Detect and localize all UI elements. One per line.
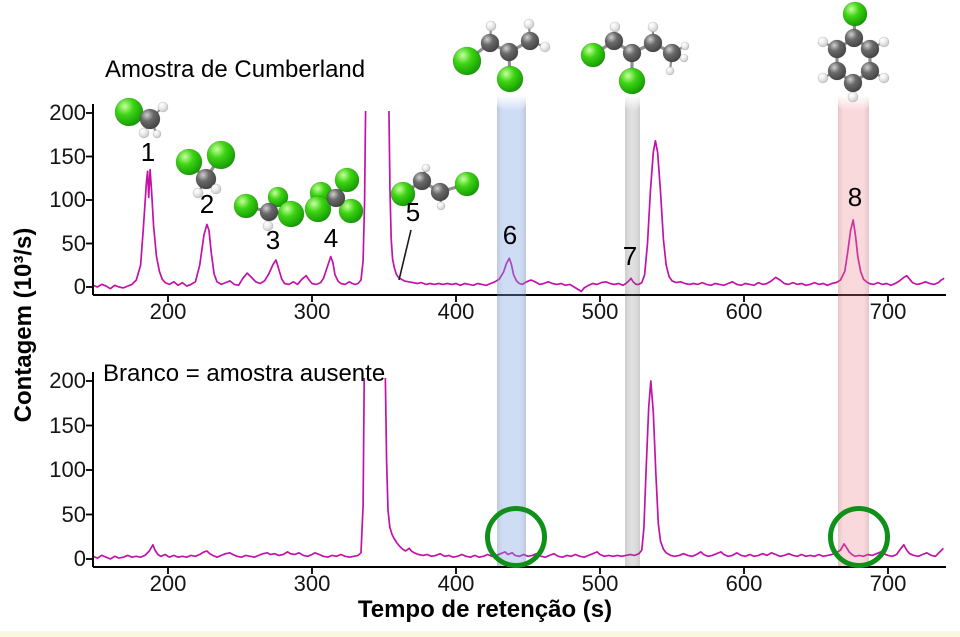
cl-atom (175, 148, 203, 176)
peak-label-8: 8 (847, 182, 863, 212)
cl-atom (114, 97, 144, 127)
x-tick-label: 200 (149, 571, 187, 596)
cl-atom (267, 186, 289, 208)
cl-atom (334, 167, 360, 193)
h-atom (680, 41, 690, 51)
h-atom (878, 72, 890, 84)
h-atom (817, 72, 829, 84)
y-tick-label: 150 (49, 412, 86, 438)
peak-label-1: 1 (140, 137, 156, 167)
h-atom (157, 101, 169, 113)
highlight-band-blue (497, 96, 526, 566)
cl-atom (618, 67, 646, 95)
y-tick-label: 200 (49, 100, 86, 125)
y-tick-label: 50 (61, 501, 86, 527)
cl-atom (233, 193, 259, 219)
h-atom (665, 66, 675, 76)
cl-atom (277, 200, 305, 228)
absence-circle-2 (828, 506, 891, 568)
c-atom (860, 61, 880, 81)
h-atom (647, 21, 659, 33)
cl-atom (309, 181, 333, 205)
h-atom (609, 21, 621, 33)
x-tick-label: 700 (869, 571, 907, 596)
peak-label-7: 7 (622, 241, 638, 271)
c-atom (604, 31, 624, 51)
h-atom (539, 41, 551, 53)
cl-atom (496, 65, 524, 93)
c-atom (827, 61, 847, 81)
c-atom (480, 33, 500, 53)
sample-panel-title: Amostra de Cumberland (105, 56, 366, 83)
y-tick-label: 0 (73, 546, 86, 571)
molecule-8-chlorobenzene-model (817, 1, 890, 103)
c-atom (844, 28, 864, 48)
peak-label-3: 3 (265, 225, 281, 255)
highlight-band-pink (838, 96, 870, 566)
c-atom (860, 39, 880, 59)
molecule-7-dichlorobutene-model (580, 21, 690, 95)
c-atom (622, 43, 642, 63)
cl-atom (454, 171, 480, 197)
c-atom (139, 108, 161, 130)
highlight-band-gray (625, 96, 641, 566)
c-atom (412, 171, 432, 191)
y-tick-label: 200 (49, 368, 86, 393)
h-atom (878, 36, 890, 48)
molecule-4-ccl4-model (304, 167, 364, 224)
cl-atom (304, 195, 332, 223)
c-atom (499, 42, 519, 62)
cl-atom (206, 140, 236, 170)
x-tick-label: 500 (581, 571, 619, 596)
x-tick-label: 700 (869, 299, 907, 324)
x-tick-label: 400 (437, 571, 475, 596)
peak-label-2: 2 (199, 189, 215, 219)
x-tick-label: 300 (293, 571, 331, 596)
x-tick-label: 300 (293, 299, 331, 324)
c-atom (259, 202, 279, 222)
x-tick-label: 600 (725, 571, 763, 596)
blank-panel-title: Branco = amostra ausente (103, 360, 386, 387)
peak-label-6: 6 (502, 220, 518, 250)
y-tick-label: 150 (49, 143, 86, 169)
y-tick-label: 0 (73, 274, 86, 299)
y-tick-label: 100 (49, 187, 86, 212)
x-tick-label: 400 (437, 299, 475, 324)
c-atom (843, 73, 863, 93)
h-atom (485, 20, 497, 32)
c-atom (430, 182, 450, 202)
c-atom (326, 188, 346, 208)
h-atom (436, 201, 446, 211)
h-atom (421, 163, 431, 173)
c-atom (195, 168, 217, 190)
bottom-edge-artifact (0, 631, 960, 637)
y-tick-label: 50 (61, 230, 86, 256)
c-atom (662, 43, 682, 63)
h-atom (817, 36, 829, 48)
absence-circle-1 (485, 506, 548, 568)
x-tick-label: 500 (581, 299, 619, 324)
peak-label-4: 4 (323, 223, 339, 253)
cl-atom (842, 1, 868, 27)
cl-atom (338, 198, 364, 224)
cl-atom (452, 46, 482, 76)
c-atom (827, 39, 847, 59)
molecule-6-dichloropropene-model (452, 18, 551, 93)
molecule-1-ch3cl-model (114, 97, 169, 139)
c-atom (520, 31, 540, 51)
x-tick-label: 600 (725, 299, 763, 324)
y-tick-label: 100 (49, 457, 86, 482)
x-tick-label: 200 (149, 299, 187, 324)
h-atom (679, 53, 689, 63)
peak-5-pointer-line (398, 229, 412, 281)
c-atom (643, 33, 663, 53)
peak-label-5: 5 (405, 197, 421, 227)
cl-atom (580, 42, 606, 68)
x-axis-title: Tempo de retenção (s) (357, 596, 613, 623)
h-atom (523, 18, 535, 30)
